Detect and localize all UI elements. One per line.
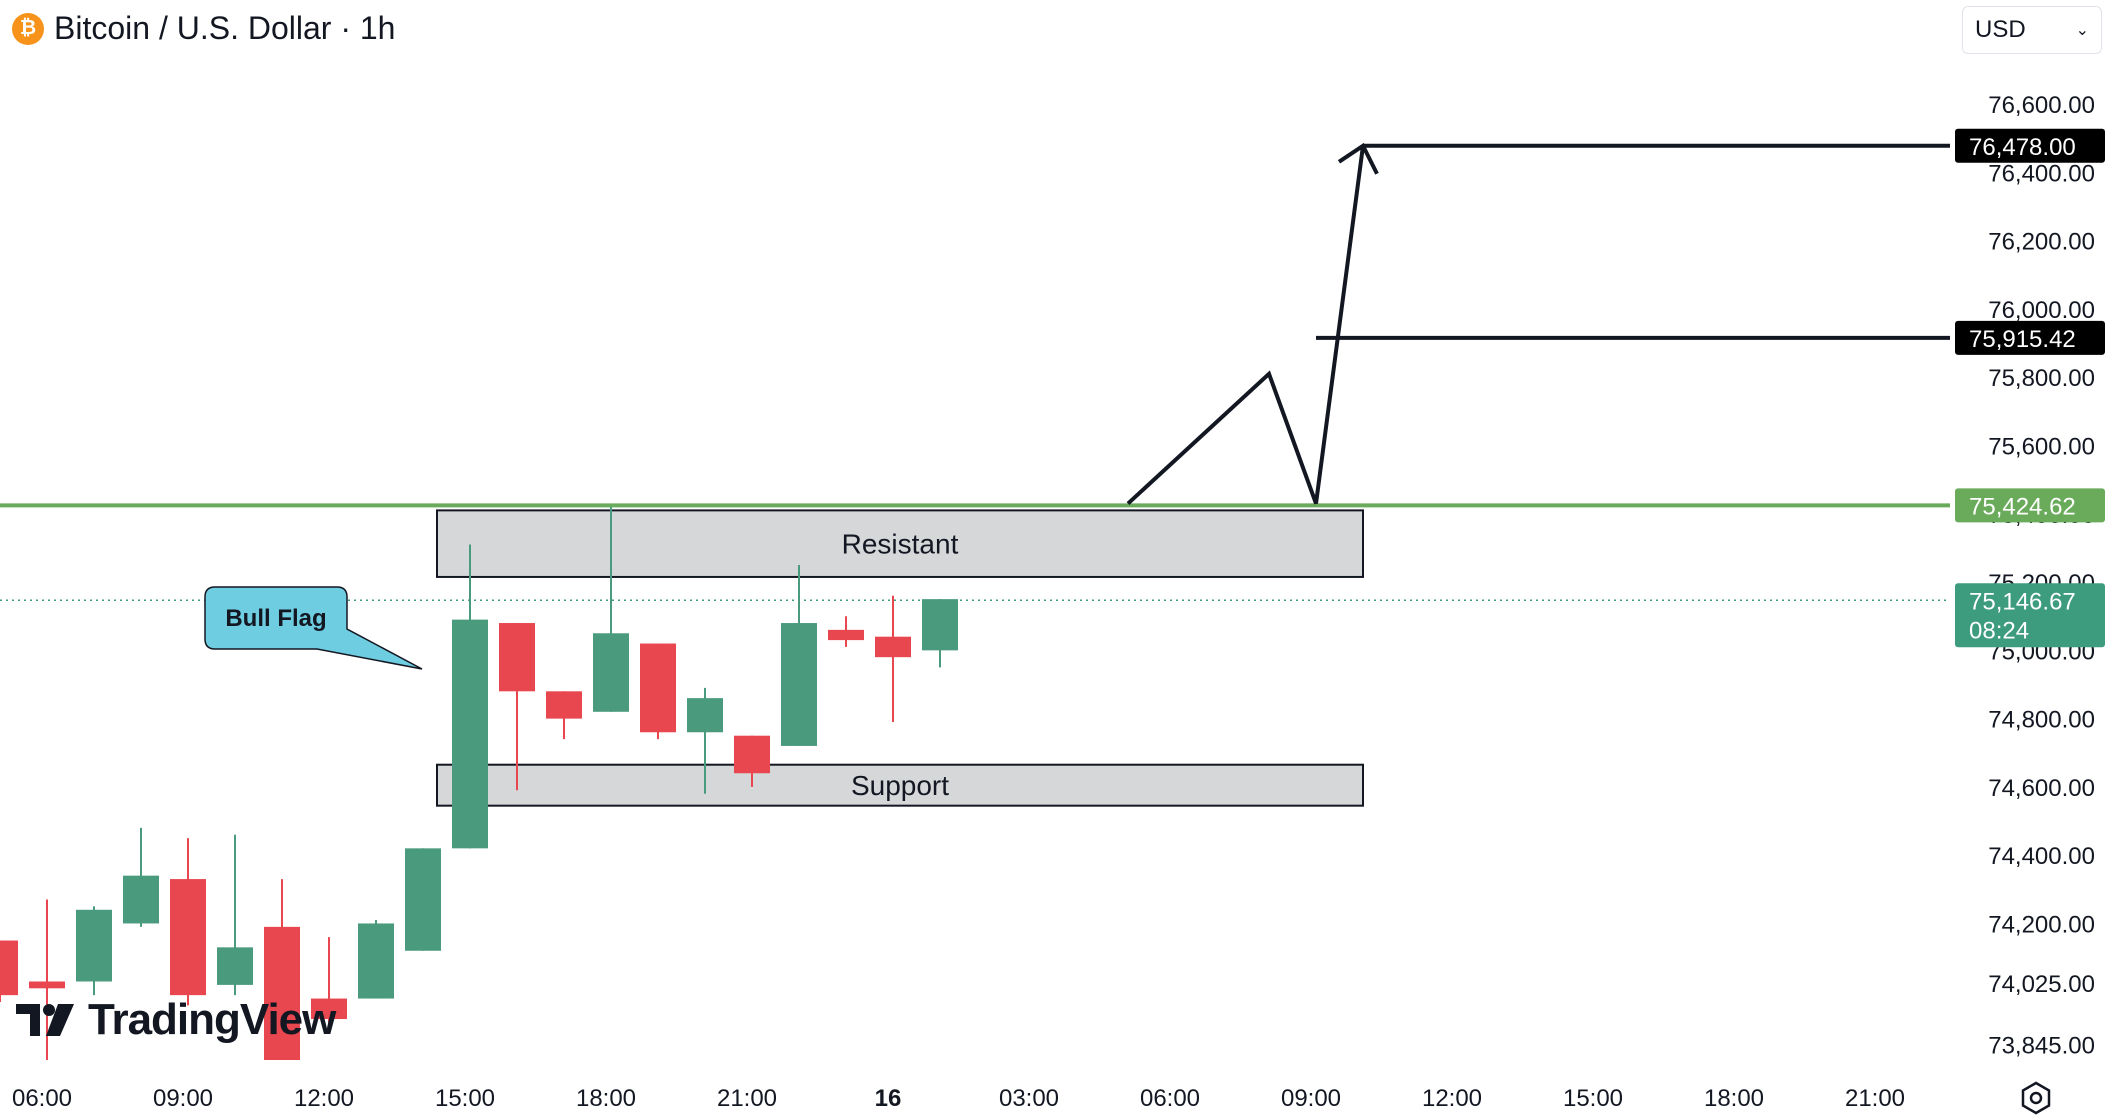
zone-label: Support xyxy=(851,770,949,801)
chart-header: ₿ Bitcoin / U.S. Dollar · 1h xyxy=(12,10,395,47)
y-tick-label: 74,600.00 xyxy=(1988,775,2095,802)
candle-body[interactable] xyxy=(687,698,723,733)
candle-body[interactable] xyxy=(217,947,253,985)
x-tick-label: 03:00 xyxy=(999,1085,1059,1112)
x-tick-label: 15:00 xyxy=(1563,1085,1623,1112)
x-tick-label: 09:00 xyxy=(153,1085,213,1112)
y-tick-label: 74,400.00 xyxy=(1988,843,2095,870)
candle-body[interactable] xyxy=(452,619,488,849)
candle-body[interactable] xyxy=(264,926,300,1060)
bull-flag-callout[interactable] xyxy=(204,586,423,670)
countdown-text: 08:24 xyxy=(1969,617,2029,644)
candle-body[interactable] xyxy=(358,923,394,999)
zone-box xyxy=(436,763,1364,807)
tradingview-logo[interactable]: TradingView xyxy=(16,995,336,1045)
price-label-text: 75,915.42 xyxy=(1969,326,2076,353)
candle-body[interactable] xyxy=(734,735,770,774)
zone-label: Resistant xyxy=(842,529,959,560)
tradingview-mark-icon xyxy=(16,1004,74,1036)
candle-body[interactable] xyxy=(76,909,112,982)
candle-body[interactable] xyxy=(123,875,159,924)
y-tick-label: 75,800.00 xyxy=(1988,365,2095,392)
price-label-box xyxy=(1955,488,2105,523)
x-tick-label: 12:00 xyxy=(1422,1085,1482,1112)
x-tick-label: 21:00 xyxy=(1845,1085,1905,1112)
x-tick-label: 16 xyxy=(875,1085,902,1112)
x-tick-label: 18:00 xyxy=(1704,1085,1764,1112)
y-tick-label: 74,025.00 xyxy=(1988,971,2095,998)
price-label-text: 76,478.00 xyxy=(1969,134,2076,161)
candle-body[interactable] xyxy=(0,940,18,996)
chevron-down-icon: ⌄ xyxy=(2075,22,2089,39)
y-tick-label: 74,800.00 xyxy=(1988,707,2095,734)
y-tick-label: 76,400.00 xyxy=(1988,160,2095,187)
price-label-box xyxy=(1955,320,2105,355)
price-label-text: 75,424.62 xyxy=(1969,493,2076,520)
currency-select[interactable]: USD ⌄ xyxy=(1962,6,2102,54)
price-label-box xyxy=(1955,128,2105,163)
candle-body[interactable] xyxy=(405,848,441,951)
candle-body[interactable] xyxy=(828,629,864,641)
y-tick-label: 75,600.00 xyxy=(1988,434,2095,461)
candle-body[interactable] xyxy=(781,623,817,746)
x-tick-label: 06:00 xyxy=(1140,1085,1200,1112)
zone-box xyxy=(436,509,1364,578)
candle-body[interactable] xyxy=(546,691,582,719)
x-tick-label: 12:00 xyxy=(294,1085,354,1112)
x-tick-label: 18:00 xyxy=(576,1085,636,1112)
symbol-title[interactable]: Bitcoin / U.S. Dollar · 1h xyxy=(54,10,396,46)
y-tick-label: 74,200.00 xyxy=(1988,911,2095,938)
bitcoin-icon: ₿ xyxy=(12,12,44,45)
candle-body[interactable] xyxy=(499,623,535,692)
candle-body[interactable] xyxy=(170,879,206,996)
x-tick-label: 15:00 xyxy=(435,1085,495,1112)
candle-body[interactable] xyxy=(875,636,911,658)
candle-body[interactable] xyxy=(311,998,347,1020)
candle-body[interactable] xyxy=(29,981,65,989)
logo-text: TradingView xyxy=(88,995,336,1044)
x-tick-label: 09:00 xyxy=(1281,1085,1341,1112)
y-tick-label: 76,600.00 xyxy=(1988,92,2095,119)
x-tick-label: 21:00 xyxy=(717,1085,777,1112)
y-tick-label: 73,845.00 xyxy=(1988,1033,2095,1060)
y-tick-label: 76,000.00 xyxy=(1988,297,2095,324)
projection-path[interactable] xyxy=(1126,145,1365,506)
callout-label: Bull Flag xyxy=(225,605,326,632)
settings-icon[interactable] xyxy=(2018,1080,2054,1116)
candle-body[interactable] xyxy=(593,633,629,712)
y-tick-label: 76,200.00 xyxy=(1988,229,2095,256)
x-tick-label: 06:00 xyxy=(12,1085,72,1112)
candle-body[interactable] xyxy=(922,599,958,651)
price-label-box xyxy=(1955,583,2105,648)
price-label-text: 75,146.67 xyxy=(1969,588,2076,615)
currency-value: USD xyxy=(1975,16,2026,43)
candle-body[interactable] xyxy=(640,643,676,733)
